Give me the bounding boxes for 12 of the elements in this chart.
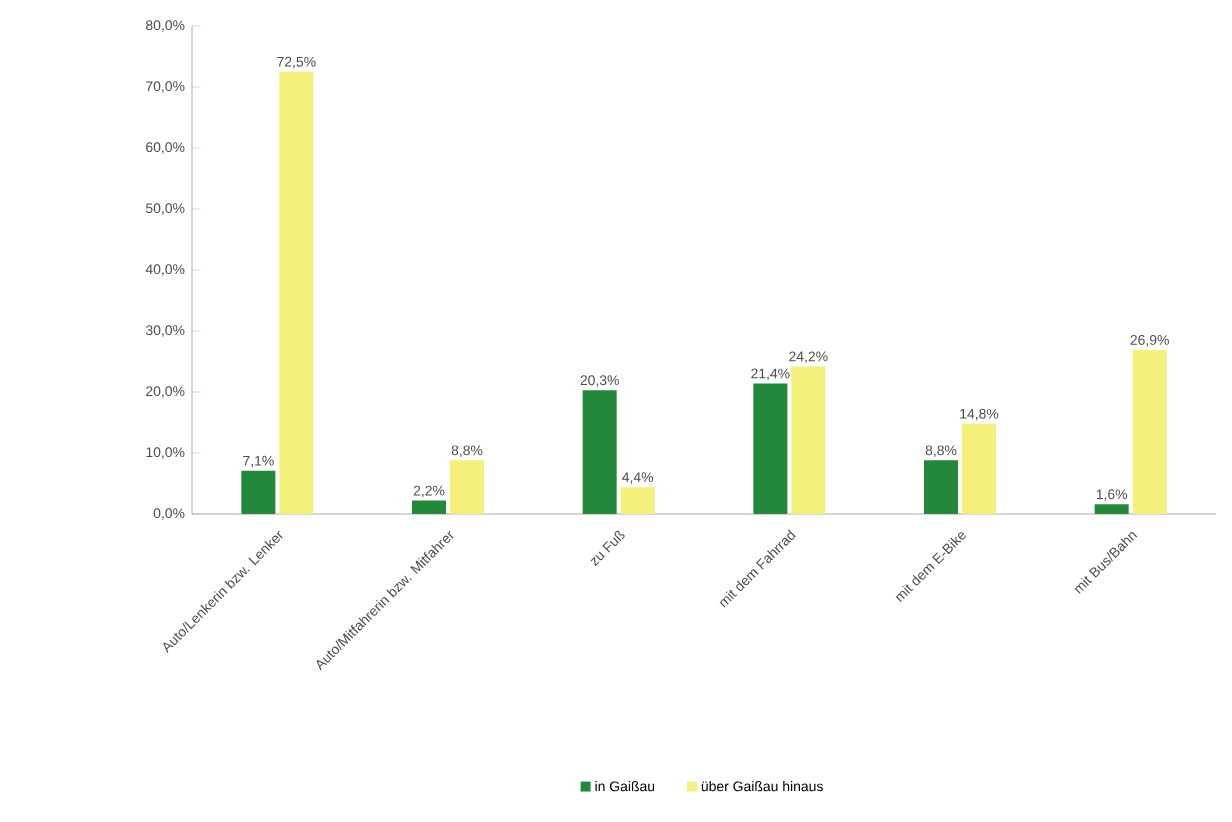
bar xyxy=(1094,504,1129,514)
bar xyxy=(620,487,655,514)
bar xyxy=(279,71,314,514)
bar xyxy=(961,423,996,514)
bar xyxy=(924,460,959,514)
bar xyxy=(753,383,788,514)
bar xyxy=(241,470,276,514)
bar xyxy=(1132,349,1167,514)
bar xyxy=(449,460,484,514)
bar xyxy=(412,500,447,514)
bar xyxy=(582,390,617,514)
bar xyxy=(791,366,826,514)
